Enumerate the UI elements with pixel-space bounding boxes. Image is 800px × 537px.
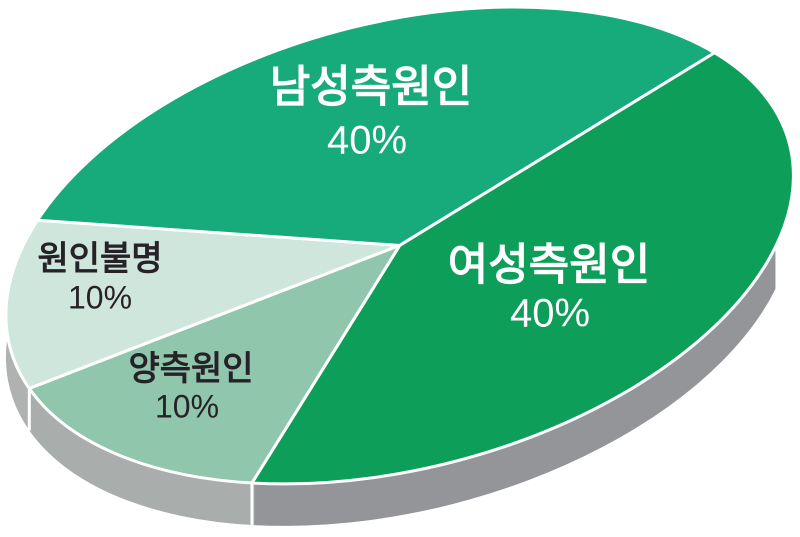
svg-text:10%: 10% (155, 388, 219, 424)
svg-text:40%: 40% (510, 292, 590, 336)
svg-text:양측원인: 양측원인 (128, 350, 253, 388)
svg-text:10%: 10% (68, 279, 132, 315)
svg-text:남성측원인: 남성측원인 (270, 63, 472, 112)
svg-text:40%: 40% (327, 119, 407, 163)
svg-text:원인불명: 원인불명 (37, 240, 162, 278)
svg-text:여성측원인: 여성측원인 (448, 241, 650, 290)
